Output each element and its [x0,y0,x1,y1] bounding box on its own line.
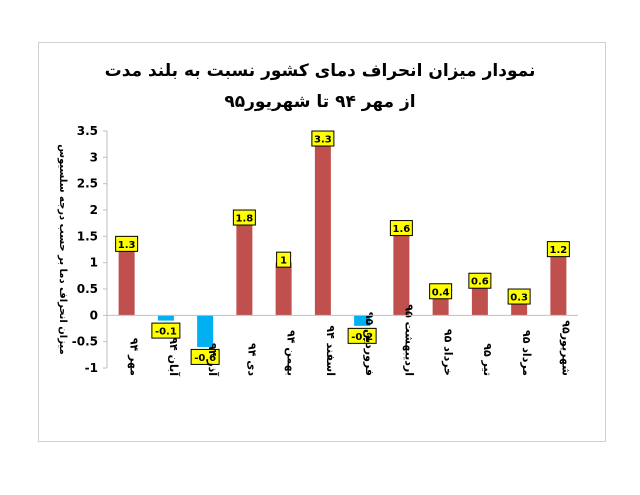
y-tick-label: 1 [90,256,98,270]
bar-8 [393,231,410,316]
data-label-box-7 [347,327,377,344]
bar-4 [236,220,253,316]
category-label-8: اردیبهشت ۹۵ [402,304,415,376]
data-label-7: -0.2 [351,332,373,343]
data-label-box-12 [546,241,570,258]
bar-7 [354,315,371,326]
y-tick-label: -1 [85,361,98,375]
bar-5 [275,262,292,316]
data-label-box-1 [115,235,139,252]
chart-title-line-1: نمودار میزان انحراف دمای کشور نسبت به بل… [104,61,536,81]
category-label-5: بهمن ۹۴ [285,330,298,376]
category-label-2: آبان ۹۴ [167,337,181,376]
y-tick-label: -0.5 [72,335,98,349]
data-label-box-8 [389,220,413,237]
data-label-box-2 [151,322,181,339]
bar-3 [197,315,214,347]
data-label-6: 3.3 [314,135,332,146]
data-label-box-10 [468,272,492,289]
data-label-4: 1.8 [236,214,254,225]
y-tick-label: 3.5 [77,124,98,138]
bar-10 [471,283,488,316]
y-tick-label: 1.5 [77,229,98,243]
category-label-11: مرداد ۹۵ [520,330,533,376]
data-label-9: 0.4 [432,287,450,298]
category-label-3: آذر ۹۴ [206,343,220,376]
category-label-4: دی ۹۴ [245,343,258,376]
data-label-box-5 [276,251,292,268]
category-label-6: اسفند ۹۴ [324,325,337,376]
data-label-8: 1.6 [393,224,411,235]
y-tick-label: 3 [90,150,98,164]
data-label-3: -0.6 [194,353,216,364]
category-label-9: خرداد ۹۵ [442,329,455,376]
data-label-2: -0.1 [155,327,177,338]
data-label-box-6 [311,130,335,147]
category-label-10: تیر ۹۵ [481,343,494,376]
bar-12 [550,252,567,316]
y-tick-label: 0 [90,308,98,322]
data-label-box-9 [429,283,453,300]
data-label-box-4 [232,209,256,226]
bar-2 [157,315,174,321]
y-tick-label: 0.5 [77,282,98,296]
data-label-1: 1.3 [118,240,136,251]
data-label-11: 0.3 [510,293,528,304]
category-label-12: شهریور۹۵ [559,320,572,376]
data-label-box-11 [507,288,531,305]
data-label-10: 0.6 [471,277,489,288]
data-label-12: 1.2 [550,245,568,256]
category-label-7: فروردین ۹۵ [363,312,376,376]
chart-title-line-2: از مهر ۹۴ تا شهریور۹۵ [224,92,416,112]
data-label-5: 1 [280,256,287,267]
bar-1 [118,246,135,316]
y-axis-title: میزان انحراف دما بر حسب درجه سلسیوس [57,144,68,354]
y-tick-label: 2 [90,203,98,217]
data-label-box-3 [190,348,220,365]
y-tick-label: 2.5 [77,177,98,191]
bar-6 [314,141,331,316]
bar-9 [432,294,449,316]
category-label-1: مهر ۹۴ [128,338,141,376]
